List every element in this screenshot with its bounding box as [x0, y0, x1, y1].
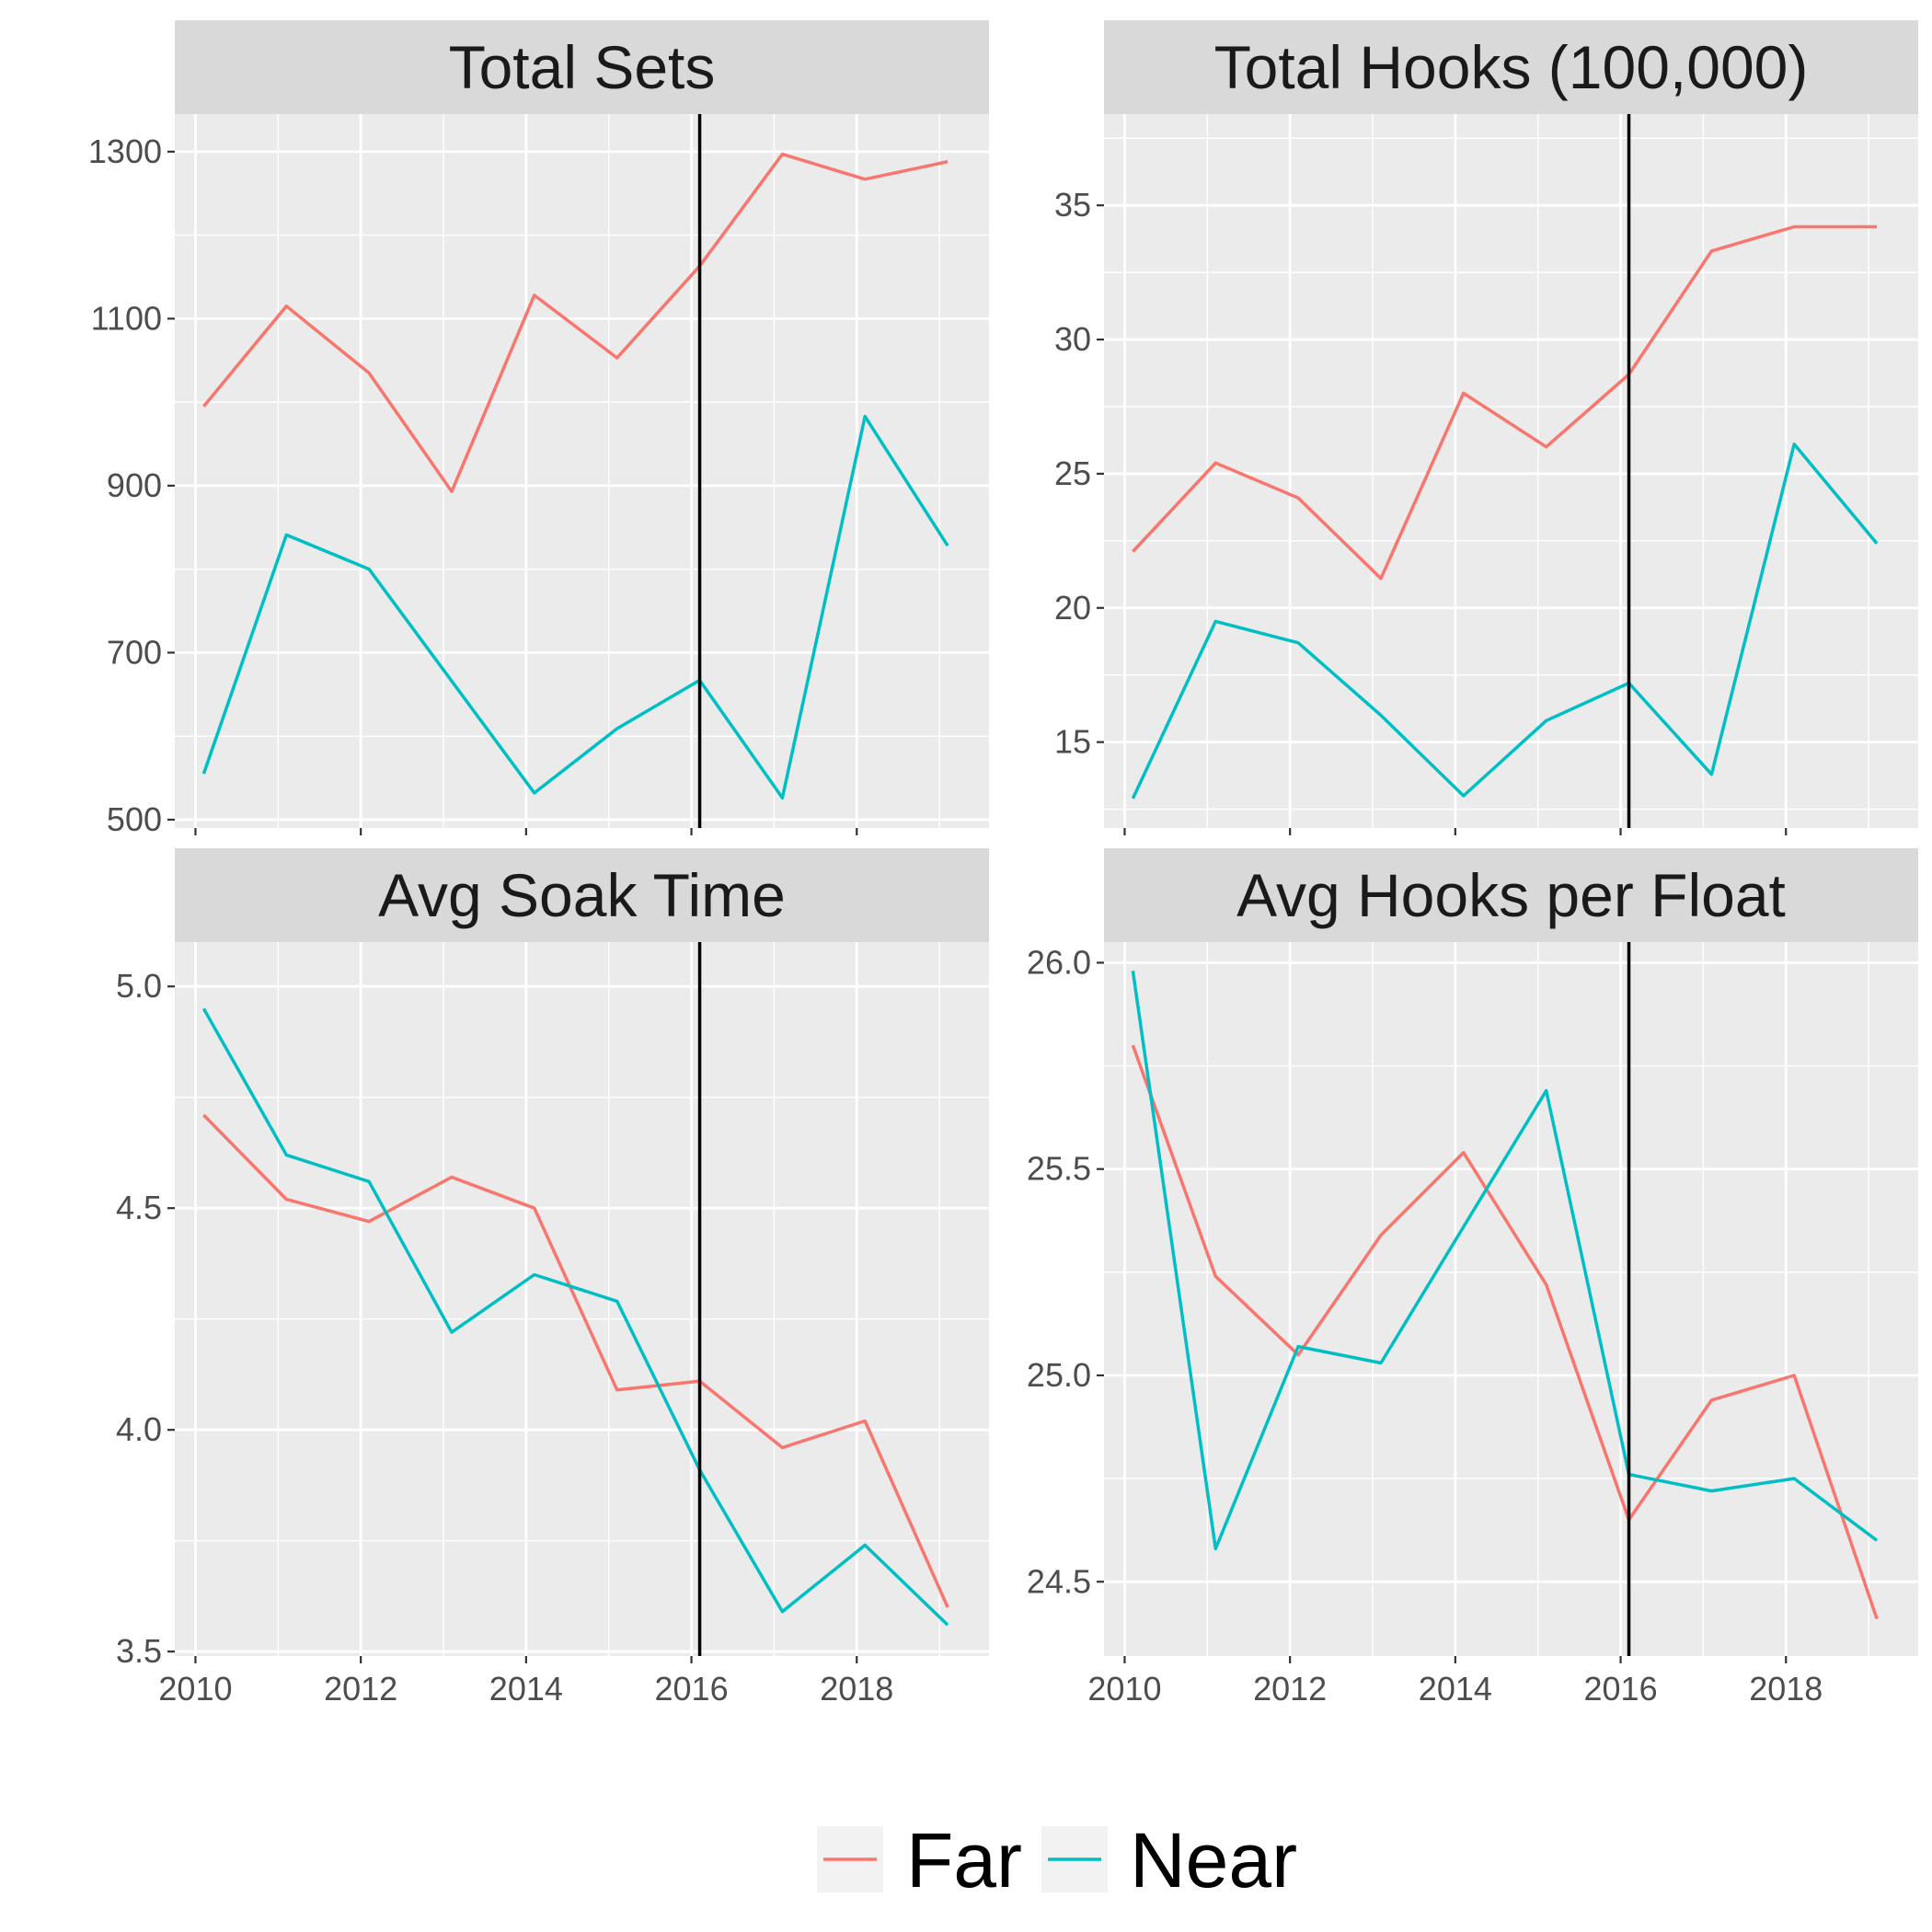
x-tick-label: 2012 [324, 1670, 397, 1708]
y-tick-label: 20 [1054, 589, 1091, 627]
x-tick-label: 2010 [1087, 1670, 1161, 1708]
legend-item-near: Near [1041, 1817, 1297, 1903]
legend-label-near: Near [1130, 1817, 1297, 1903]
y-tick-label: 700 [107, 633, 162, 671]
series-line-near [1131, 971, 1879, 1551]
y-tick-label: 1300 [88, 132, 162, 170]
x-tick-label: 2014 [489, 1670, 563, 1708]
y-tick-label: 24.5 [1027, 1562, 1091, 1600]
x-tick-label: 2010 [158, 1670, 232, 1708]
panel-total-sets: Total Sets 500 700 900 1100 1300 [88, 20, 989, 838]
x-tick-label: 2018 [1749, 1670, 1823, 1708]
panel-background [175, 942, 989, 1656]
strip-background [175, 848, 989, 942]
y-tick-label: 500 [107, 800, 162, 838]
facet-panels: Total Sets 500 700 900 1100 1300 Total Hooks (… [88, 20, 1918, 1708]
panel-title: Total Sets [449, 33, 716, 101]
y-tick-label: 25 [1054, 454, 1091, 492]
y-tick-label: 3.5 [116, 1632, 162, 1670]
x-tick-label: 2016 [1584, 1670, 1658, 1708]
legend-label-far: Far [906, 1817, 1022, 1903]
x-tick-label: 2018 [820, 1670, 893, 1708]
panel-total-hooks: Total Hooks (100,000) 15 20 25 30 35 [1054, 20, 1918, 835]
y-tick-label: 25.5 [1027, 1150, 1091, 1188]
panel-background [175, 114, 989, 828]
panel-background [1104, 942, 1918, 1656]
y-tick-label: 4.5 [116, 1189, 162, 1226]
y-tick-label: 26.0 [1027, 943, 1091, 981]
series-line-near [1131, 443, 1879, 799]
x-tick-label: 2012 [1253, 1670, 1327, 1708]
y-tick-label: 35 [1054, 186, 1091, 224]
y-tick-label: 15 [1054, 723, 1091, 761]
y-tick-label: 25.0 [1027, 1356, 1091, 1394]
legend-item-far: Far [817, 1817, 1022, 1903]
panel-avg-soak-time: Avg Soak Time 3.5 4.0 4.5 5.0 2010 2012 2014 201… [116, 848, 989, 1708]
y-tick-label: 5.0 [116, 967, 162, 1005]
series-line-near [201, 414, 949, 800]
panel-avg-hooks-per-float: Avg Hooks per Float 24.5 25.0 25.5 26.0 2010 2… [1027, 848, 1918, 1708]
panel-title: Avg Soak Time [378, 861, 786, 929]
series-line-far [1132, 224, 1878, 581]
panel-background [1104, 114, 1918, 828]
panel-title: Avg Hooks per Float [1236, 861, 1786, 929]
strip-background [1104, 20, 1918, 114]
y-tick-label: 4.0 [116, 1410, 162, 1448]
series-line-far [202, 1113, 949, 1608]
strip-background [1104, 848, 1918, 942]
series-line-far [1131, 1044, 1879, 1620]
series-line-far [202, 152, 949, 493]
y-tick-label: 1100 [91, 299, 162, 337]
y-tick-label: 30 [1054, 320, 1091, 358]
y-tick-label: 900 [107, 466, 162, 504]
strip-background [175, 20, 989, 114]
series-line-near [201, 1007, 949, 1627]
x-tick-label: 2016 [655, 1670, 729, 1708]
panel-title: Total Hooks (100,000) [1214, 33, 1809, 101]
legend: Far Near [817, 1817, 1297, 1903]
x-tick-label: 2014 [1419, 1670, 1492, 1708]
